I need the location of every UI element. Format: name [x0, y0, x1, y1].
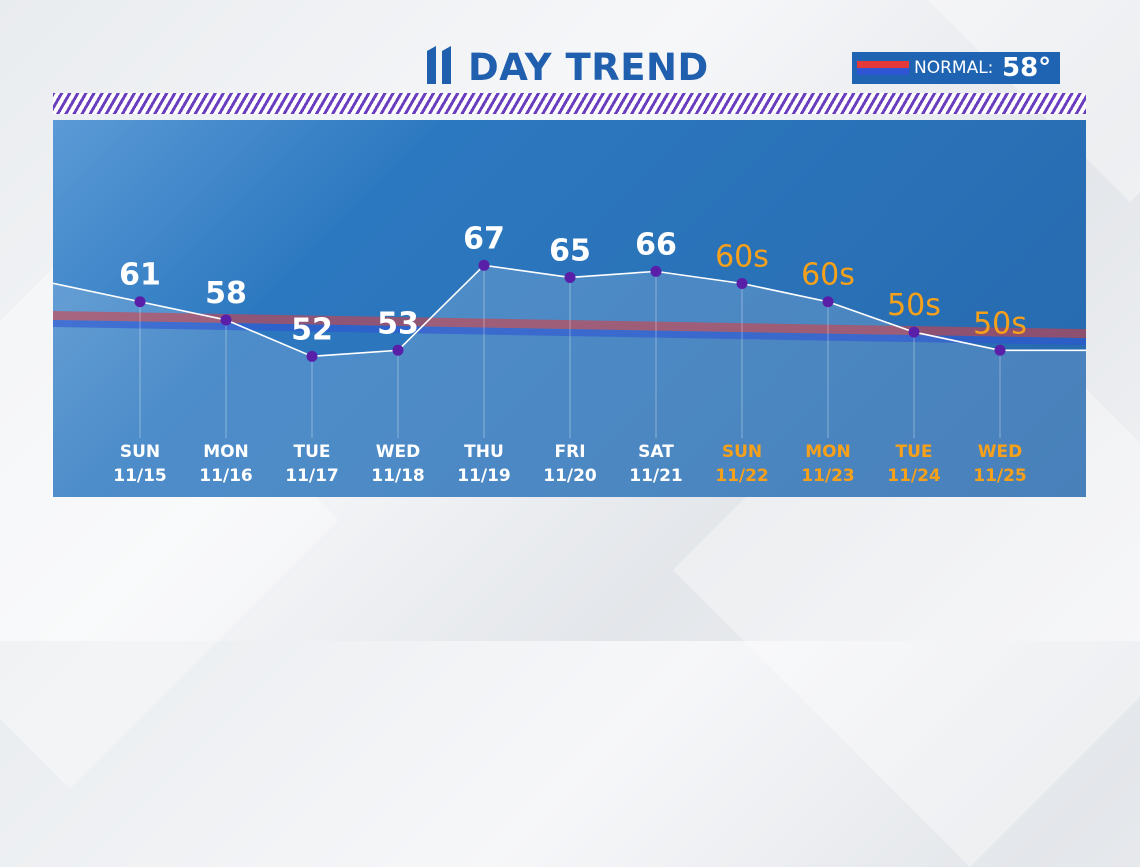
value-label-11-23: 60s: [801, 258, 855, 293]
date-label-11-15: 11/15: [113, 466, 167, 486]
chart-panel: 61 58 52 53 67 65 66 60s 60s 50s 50s SUN 11/15 MON 11…: [53, 120, 1086, 497]
data-point-11-23: [822, 296, 834, 308]
day-label-11-24: TUE: [895, 442, 932, 462]
value-label-11-22: 60s: [715, 240, 769, 275]
normal-label: NORMAL:: [914, 58, 994, 78]
date-label-11-20: 11/20: [543, 466, 597, 486]
data-point-11-19: [478, 259, 490, 271]
trend-area-fill: [53, 265, 1086, 497]
day-label-11-17: TUE: [293, 442, 330, 462]
header: DAY TREND NORMAL: 58°: [0, 40, 1140, 92]
value-label-11-24: 50s: [887, 288, 941, 323]
day-label-11-15: SUN: [120, 442, 160, 462]
value-label-11-17: 52: [291, 312, 333, 347]
data-point-11-24: [908, 326, 920, 338]
value-label-11-15: 61: [119, 258, 161, 293]
date-label-11-16: 11/16: [199, 466, 253, 486]
channel-11-logo: [427, 46, 451, 84]
data-point-11-20: [564, 271, 576, 283]
day-label-11-19: THU: [464, 442, 504, 462]
date-label-11-24: 11/24: [887, 466, 941, 486]
normal-line-swatch: [857, 61, 909, 75]
day-label-11-16: MON: [203, 442, 249, 462]
date-label-11-22: 11/22: [715, 466, 769, 486]
data-point-11-21: [650, 265, 662, 277]
date-label-11-17: 11/17: [285, 466, 339, 486]
value-label-11-18: 53: [377, 306, 419, 341]
data-point-11-15: [134, 296, 146, 308]
data-point-11-22: [736, 278, 748, 290]
date-label-11-19: 11/19: [457, 466, 511, 486]
date-label-11-18: 11/18: [371, 466, 425, 486]
value-label-11-20: 65: [549, 233, 591, 268]
day-label-11-25: WED: [978, 442, 1022, 462]
normal-line-red-band: [53, 310, 1086, 339]
date-label-11-25: 11/25: [973, 466, 1027, 486]
value-label-11-19: 67: [463, 221, 505, 256]
data-point-11-16: [220, 314, 232, 326]
normal-line-blue-band: [53, 319, 1086, 346]
normal-value: 58°: [1002, 53, 1052, 83]
value-label-11-21: 66: [635, 227, 677, 262]
value-label-11-16: 58: [205, 276, 247, 311]
data-point-11-18: [392, 344, 404, 356]
day-label-11-18: WED: [376, 442, 420, 462]
day-label-11-20: FRI: [554, 442, 585, 462]
date-label-11-23: 11/23: [801, 466, 855, 486]
trend-chart: 61 58 52 53 67 65 66 60s 60s 50s 50s SUN 11/15 MON 11…: [53, 221, 1086, 497]
day-label-11-23: MON: [805, 442, 851, 462]
day-label-11-21: SAT: [638, 442, 674, 462]
date-label-11-21: 11/21: [629, 466, 683, 486]
decorative-stripe: [53, 93, 1086, 114]
normal-temperature-badge: NORMAL: 58°: [852, 52, 1060, 84]
value-label-11-25: 50s: [973, 306, 1027, 341]
chart-title: DAY TREND: [468, 46, 709, 89]
data-point-11-25: [994, 344, 1006, 356]
day-label-11-22: SUN: [722, 442, 762, 462]
data-point-11-17: [306, 350, 318, 362]
